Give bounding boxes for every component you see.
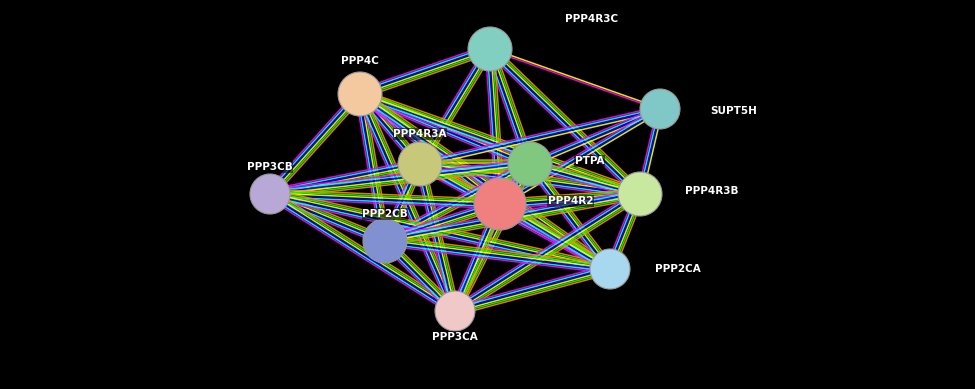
Circle shape — [250, 174, 290, 214]
Circle shape — [338, 72, 382, 116]
Circle shape — [590, 249, 630, 289]
Text: PPP3CA: PPP3CA — [432, 332, 478, 342]
Text: PPP4C: PPP4C — [341, 56, 379, 66]
Text: PPP4R3C: PPP4R3C — [565, 14, 618, 24]
Text: PPP2CB: PPP2CB — [362, 209, 408, 219]
Circle shape — [363, 219, 407, 263]
Text: PPP4R2: PPP4R2 — [548, 196, 594, 206]
Text: PTPA: PTPA — [575, 156, 604, 166]
Circle shape — [398, 142, 442, 186]
Circle shape — [468, 27, 512, 71]
Text: PPP4R3B: PPP4R3B — [685, 186, 738, 196]
Circle shape — [640, 89, 680, 129]
Text: PPP4R3A: PPP4R3A — [393, 129, 447, 139]
Text: SUPT5H: SUPT5H — [710, 106, 757, 116]
Circle shape — [474, 178, 526, 230]
Text: PPP2CA: PPP2CA — [655, 264, 701, 274]
Text: PPP3CB: PPP3CB — [247, 162, 292, 172]
Circle shape — [435, 291, 475, 331]
Circle shape — [508, 142, 552, 186]
Circle shape — [618, 172, 662, 216]
